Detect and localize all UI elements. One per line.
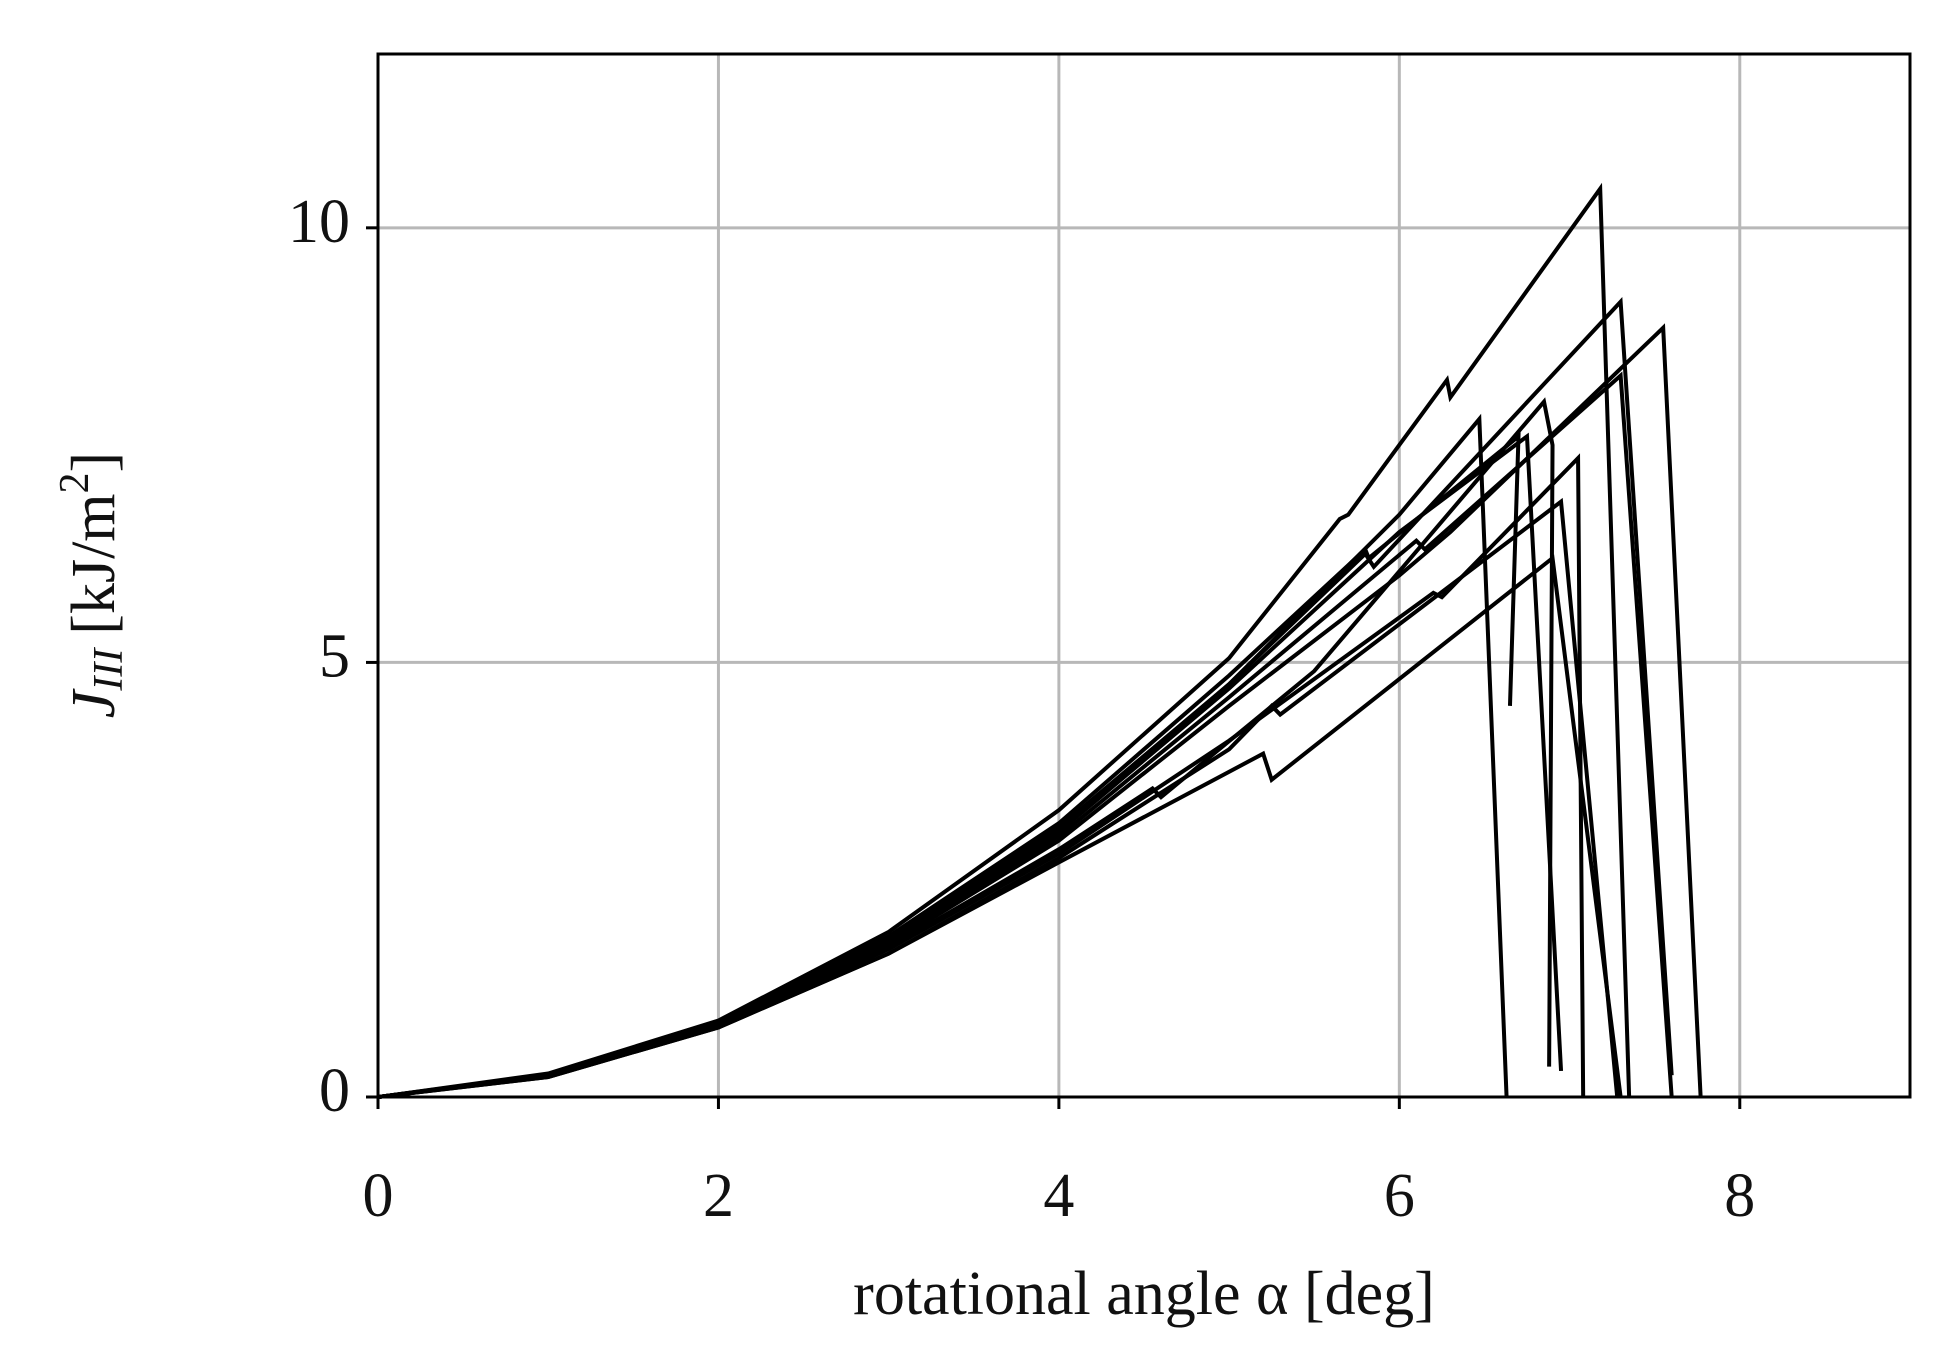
x-tick-label: 0: [363, 1162, 394, 1230]
y-tick-label: 5: [319, 623, 350, 691]
y-axis-label: JIII [kJ/m2]: [52, 452, 132, 718]
y-label-symbol: J: [60, 688, 128, 718]
x-tick-label: 6: [1384, 1162, 1415, 1230]
y-label-subscript: III: [86, 647, 132, 692]
series-line: [377, 497, 1620, 1099]
x-tick-label: 4: [1043, 1162, 1074, 1230]
series-line: [377, 371, 1674, 1099]
x-axis-label: rotational angle α [deg]: [853, 1260, 1435, 1328]
series-line: [377, 182, 1632, 1099]
series-line: [377, 554, 1623, 1099]
y-tick-label: 10: [288, 188, 350, 256]
series-line: [377, 432, 1521, 1099]
y-label-unit: [kJ/m: [60, 493, 128, 634]
series-line: [377, 432, 1564, 1099]
y-label-power: 2: [52, 472, 98, 493]
plot-frame: [376, 52, 1912, 1099]
x-tick-label: 2: [703, 1162, 734, 1230]
series-line: [377, 397, 1555, 1099]
y-label-unit-close: ]: [60, 452, 128, 473]
x-tick-label: 8: [1724, 1162, 1755, 1230]
y-tick-label: 0: [319, 1057, 350, 1125]
